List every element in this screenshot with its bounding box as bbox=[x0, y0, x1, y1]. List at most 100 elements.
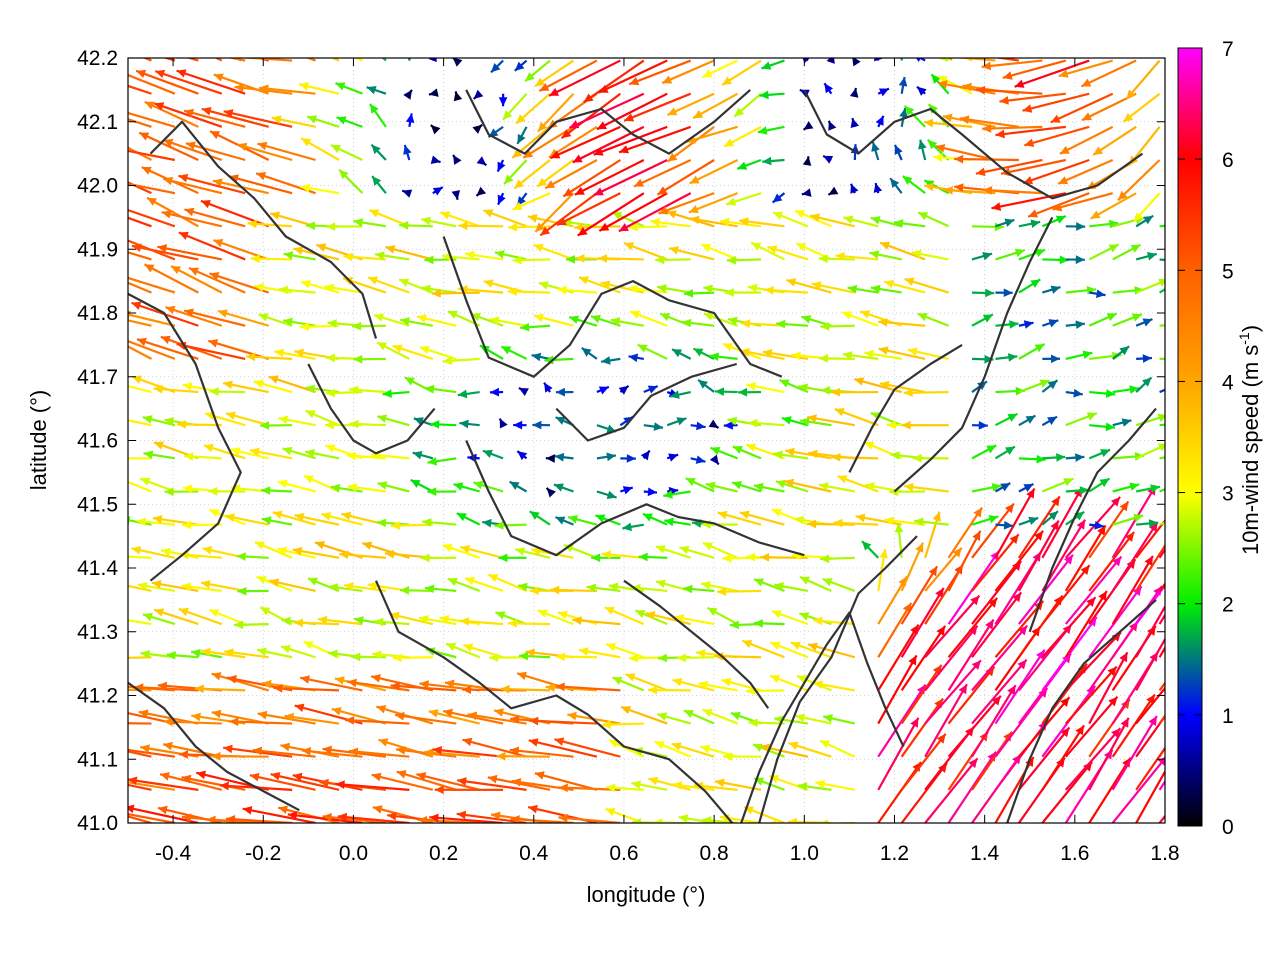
wind-vector bbox=[972, 252, 992, 260]
wind-vector bbox=[1066, 412, 1097, 425]
wind-vector bbox=[1089, 758, 1130, 823]
wind-vector bbox=[372, 176, 386, 193]
wind-vector bbox=[682, 319, 714, 328]
wind-vector bbox=[383, 389, 410, 398]
wind-vector bbox=[368, 277, 409, 293]
contour-line bbox=[308, 364, 434, 453]
wind-vector bbox=[995, 288, 1012, 297]
wind-vector bbox=[657, 160, 714, 195]
wind-vector bbox=[547, 488, 556, 498]
wind-vector bbox=[933, 153, 972, 162]
wind-vector bbox=[634, 160, 691, 187]
colorbar-tick-label: 6 bbox=[1222, 149, 1234, 172]
wind-vector bbox=[510, 482, 527, 492]
wind-vector bbox=[1066, 222, 1085, 231]
wind-vector bbox=[490, 316, 527, 325]
contour-line bbox=[128, 294, 241, 581]
wind-vector bbox=[620, 486, 632, 494]
wind-vector bbox=[762, 157, 784, 166]
wind-vector bbox=[902, 626, 945, 690]
wind-vector bbox=[106, 144, 175, 160]
wind-vector bbox=[376, 705, 432, 723]
wind-vector bbox=[421, 217, 456, 227]
y-tick-label: 41.1 bbox=[77, 748, 118, 771]
wind-vector bbox=[1113, 313, 1142, 325]
wind-vector bbox=[279, 286, 316, 295]
wind-vector bbox=[269, 578, 315, 591]
wind-vector bbox=[425, 385, 456, 394]
wind-vector bbox=[494, 521, 526, 530]
wind-vector bbox=[1042, 478, 1073, 491]
wind-vector bbox=[208, 339, 268, 359]
wind-vector bbox=[393, 653, 433, 662]
wind-vector bbox=[76, 200, 128, 226]
wind-vector bbox=[500, 419, 508, 429]
wind-vector bbox=[639, 553, 668, 562]
wind-vector bbox=[458, 285, 503, 294]
wind-vector bbox=[862, 541, 878, 558]
wind-vector bbox=[403, 90, 412, 100]
wind-vector bbox=[715, 387, 738, 396]
wind-vector bbox=[86, 388, 128, 397]
wind-vector bbox=[667, 94, 714, 116]
wind-vector bbox=[902, 665, 942, 724]
wind-vector bbox=[1136, 252, 1157, 260]
wind-vector bbox=[546, 454, 555, 463]
wind-vector bbox=[624, 242, 667, 259]
wind-vector bbox=[472, 125, 482, 134]
wind-vector bbox=[499, 94, 508, 107]
wind-vector bbox=[1136, 377, 1151, 392]
wind-vector bbox=[820, 554, 855, 563]
wind-vector bbox=[326, 222, 362, 231]
wind-vector bbox=[763, 349, 808, 359]
wind-vector bbox=[644, 422, 663, 431]
wind-vector bbox=[620, 454, 635, 463]
wind-vector bbox=[598, 254, 644, 263]
wind-vector bbox=[629, 223, 668, 232]
wind-vector bbox=[1093, 127, 1136, 155]
wind-vector bbox=[972, 592, 1021, 657]
wind-vector bbox=[773, 193, 785, 202]
wind-vector bbox=[515, 61, 527, 71]
wind-vector bbox=[672, 349, 691, 359]
wind-vector bbox=[1136, 444, 1168, 459]
wind-vector bbox=[1136, 619, 1176, 690]
wind-vector bbox=[154, 608, 198, 624]
wind-vector bbox=[1019, 555, 1073, 624]
wind-vector bbox=[67, 277, 128, 292]
wind-vector bbox=[1089, 313, 1116, 326]
wind-vector bbox=[765, 286, 808, 295]
wind-vector bbox=[1089, 422, 1115, 431]
contour-line bbox=[128, 683, 299, 810]
wind-vector bbox=[544, 383, 552, 393]
contour-line bbox=[556, 364, 736, 441]
wind-vector bbox=[1019, 455, 1046, 464]
y-axis-label: latitude (°) bbox=[26, 390, 51, 491]
wind-vector bbox=[556, 388, 574, 397]
wind-vector bbox=[874, 52, 882, 62]
wind-vector bbox=[260, 421, 292, 430]
wind-vector bbox=[925, 684, 967, 756]
wind-vector bbox=[94, 587, 128, 596]
wind-vector bbox=[878, 625, 918, 691]
colorbar-tick-label: 1 bbox=[1222, 705, 1234, 728]
wind-vector bbox=[85, 411, 128, 425]
y-tick-label: 41.7 bbox=[77, 366, 118, 389]
wind-vector bbox=[819, 820, 855, 829]
wind-vector bbox=[339, 550, 386, 559]
wind-vector bbox=[377, 414, 409, 425]
x-tick-label: 1.4 bbox=[970, 842, 1000, 865]
x-tick-label: 0.8 bbox=[700, 842, 729, 865]
wind-vector bbox=[995, 353, 1017, 362]
wind-vector bbox=[454, 91, 462, 101]
x-tick-label: -0.4 bbox=[155, 842, 192, 865]
wind-vector bbox=[517, 451, 527, 460]
wind-vector bbox=[218, 309, 269, 325]
wind-vector bbox=[430, 420, 456, 429]
wind-vector bbox=[420, 554, 456, 563]
x-tick-label: 0.6 bbox=[609, 842, 638, 865]
contour-line bbox=[849, 345, 962, 473]
wind-vector bbox=[902, 543, 924, 591]
